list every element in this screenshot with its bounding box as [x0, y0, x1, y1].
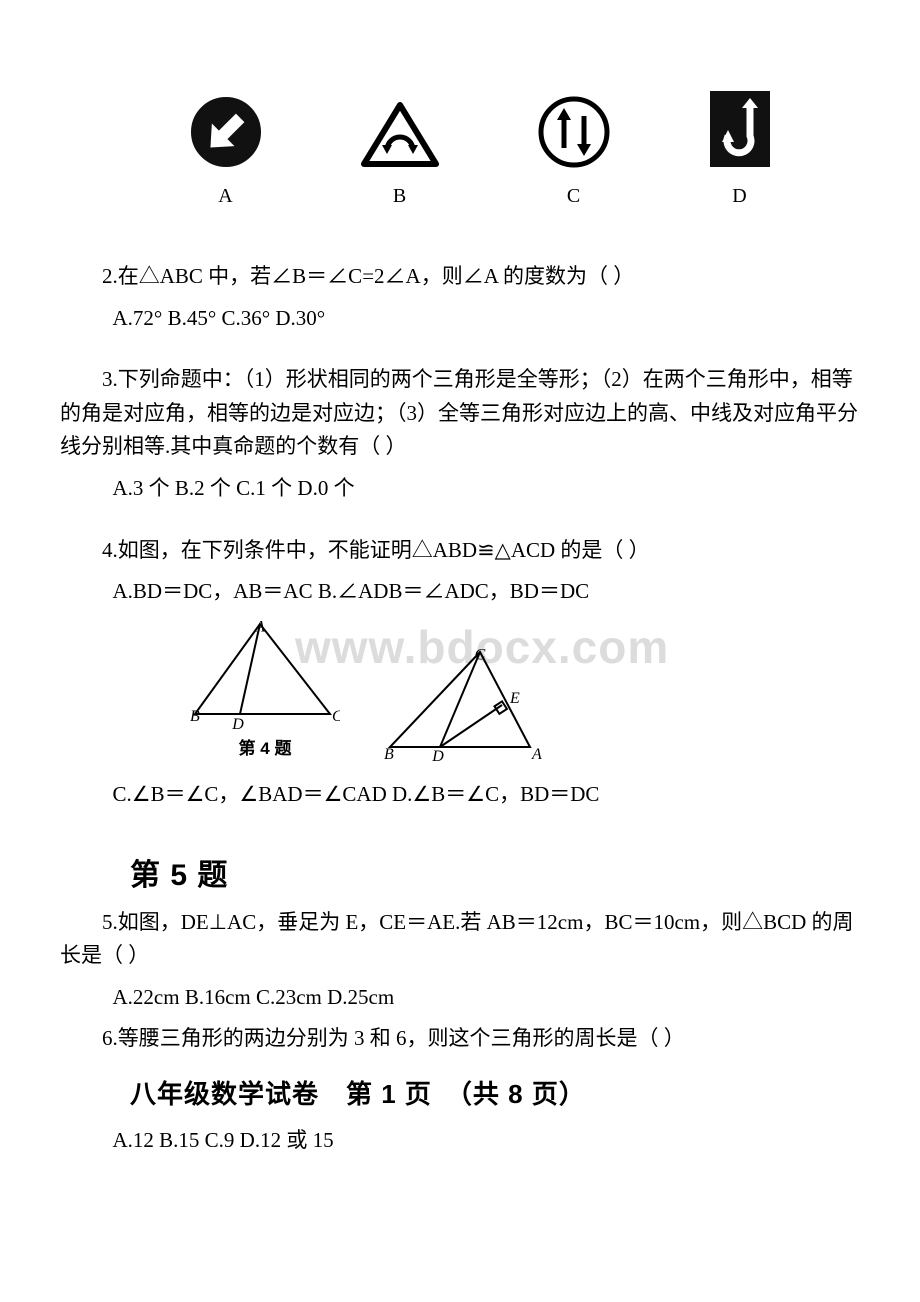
- q4-diagram-left: A B D C: [190, 619, 340, 729]
- content: 2.在△ABC 中，若∠B＝∠C=2∠A，则∠A 的度数为（ ） A.72° B…: [0, 260, 920, 812]
- svg-text:B: B: [384, 746, 394, 762]
- q2-text: 2.在△ABC 中，若∠B＝∠C=2∠A，则∠A 的度数为（ ）: [60, 260, 860, 294]
- q4-diagram-left-wrap: A B D C 第 4 题: [190, 619, 340, 762]
- svg-text:E: E: [509, 690, 520, 707]
- sign-b: B: [361, 102, 439, 212]
- q5-heading: 第 5 题: [0, 852, 920, 900]
- q6-options: A.12 B.15 C.9 D.12 或 15: [60, 1124, 860, 1158]
- svg-text:D: D: [431, 748, 444, 762]
- sign-d-icon: [709, 90, 771, 168]
- q4-diagram-right: B D A C E: [380, 647, 545, 762]
- q5-options: A.22cm B.16cm C.23cm D.25cm: [60, 981, 860, 1015]
- page-footer: 八年级数学试卷 第 1 页 （共 8 页）: [0, 1074, 920, 1116]
- q2-options: A.72° B.45° C.36° D.30°: [60, 302, 860, 336]
- sign-a-icon: [190, 96, 262, 168]
- content2: 5.如图，DE⊥AC，垂足为 E，CE＝AE.若 AB＝12cm，BC＝10cm…: [0, 906, 920, 1056]
- signs-row: A B C: [0, 40, 920, 232]
- svg-text:D: D: [231, 716, 244, 729]
- svg-text:A: A: [254, 619, 265, 635]
- sign-d: D: [709, 90, 771, 212]
- q4-caption: 第 4 题: [190, 735, 340, 762]
- sign-c-label: C: [567, 180, 580, 212]
- sign-b-icon: [361, 102, 439, 168]
- q4-options-cd: C.∠B＝∠C，∠BAD＝∠CAD D.∠B＝∠C，BD＝DC: [60, 778, 860, 812]
- sign-a-label: A: [218, 180, 232, 212]
- q3-options: A.3 个 B.2 个 C.1 个 D.0 个: [60, 472, 860, 506]
- q5-text: 5.如图，DE⊥AC，垂足为 E，CE＝AE.若 AB＝12cm，BC＝10cm…: [60, 906, 860, 973]
- q3-text: 3.下列命题中：（1）形状相同的两个三角形是全等形；（2）在两个三角形中，相等的…: [60, 363, 860, 464]
- sign-c-icon: [538, 96, 610, 168]
- sign-c: C: [538, 96, 610, 212]
- q4-diagrams: www.bdocx.com A B D C 第 4 题: [60, 619, 860, 762]
- svg-text:C: C: [332, 708, 340, 725]
- sign-b-label: B: [393, 180, 406, 212]
- q4-diagram-right-wrap: B D A C E: [380, 647, 545, 762]
- q4-text: 4.如图，在下列条件中，不能证明△ABD≌△ACD 的是（ ）: [60, 534, 860, 568]
- content3: A.12 B.15 C.9 D.12 或 15: [0, 1124, 920, 1158]
- q4-options-ab: A.BD＝DC，AB＝AC B.∠ADB＝∠ADC，BD＝DC: [60, 575, 860, 609]
- svg-text:A: A: [531, 746, 542, 762]
- sign-a: A: [190, 96, 262, 212]
- q6-text: 6.等腰三角形的两边分别为 3 和 6，则这个三角形的周长是（ ）: [60, 1022, 860, 1056]
- svg-text:B: B: [190, 708, 200, 725]
- svg-text:C: C: [475, 647, 486, 663]
- sign-d-label: D: [732, 180, 746, 212]
